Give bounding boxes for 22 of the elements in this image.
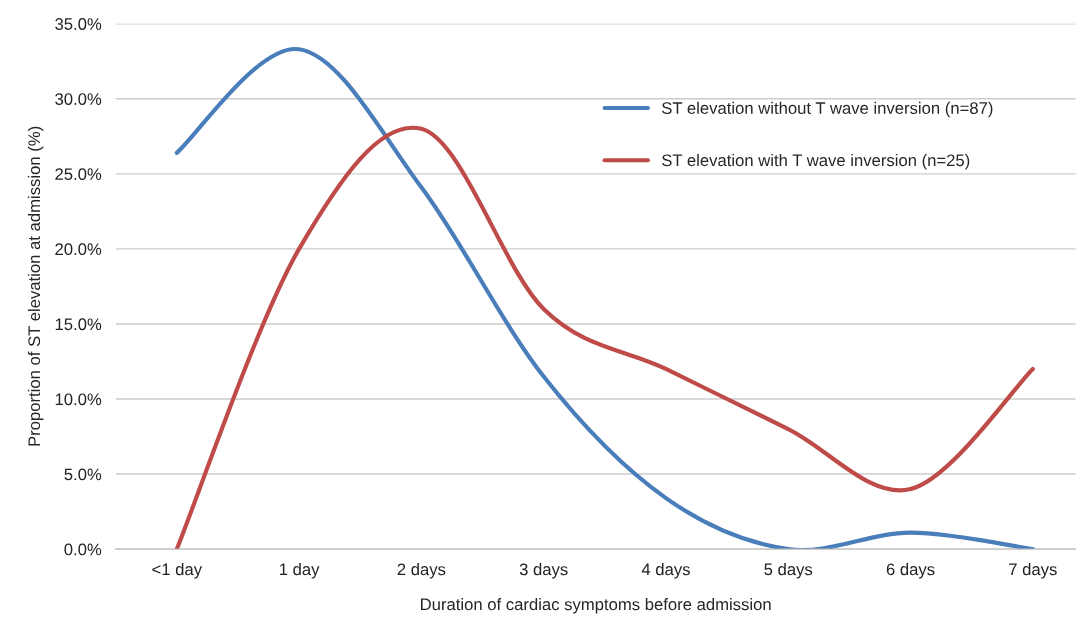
y-axis-title: Proportion of ST elevation at admission (%) [27,126,44,446]
x-tick-label: <1 day [152,563,203,579]
x-tick-label: 4 days [641,563,690,579]
y-tick-label: 10.0% [55,393,102,406]
x-tick-label: 3 days [519,563,568,579]
y-tick-label: 15.0% [55,318,102,331]
line-series [174,47,1035,550]
legend-label: ST elevation with T wave inversion (n=25) [662,153,970,170]
y-tick-label: 25.0% [55,168,102,181]
y-tick-label: 35.0% [55,18,102,30]
x-tick-label: 1 day [279,563,320,579]
y-tick-label: 20.0% [55,243,102,256]
x-tick-label: 7 days [1009,563,1057,579]
y-tick-label: 0.0% [64,543,102,556]
y-tick-label: 5.0% [64,468,102,481]
x-tick-label: 5 days [764,563,813,579]
legend-label: ST elevation without T wave inversion (n=87) [662,101,993,118]
x-tick-label: 6 days [886,563,935,579]
x-tick-label: 2 days [397,563,446,579]
y-tick-label: 30.0% [55,93,102,105]
line-series [174,125,1035,550]
x-axis-title: Duration of cardiac symptoms before admission [421,597,771,614]
